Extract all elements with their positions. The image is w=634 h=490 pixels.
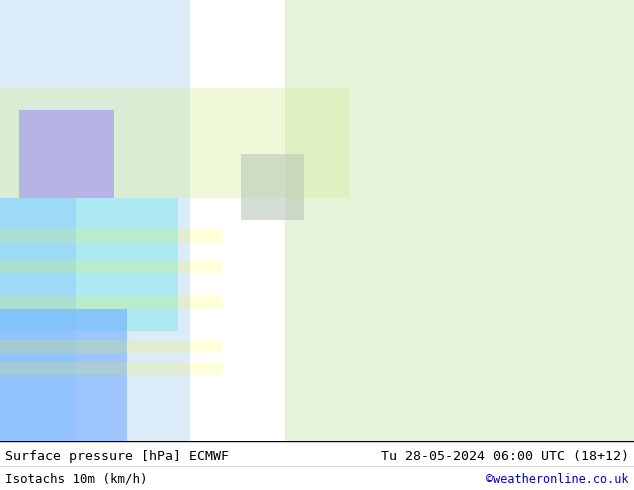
Text: ©weatheronline.co.uk: ©weatheronline.co.uk (486, 473, 629, 486)
Bar (0, 229, 222, 243)
Bar (241, 154, 304, 220)
Bar (285, 0, 634, 441)
Bar (0, 198, 178, 331)
Bar (0, 260, 222, 273)
Bar (0, 0, 190, 441)
Bar (0, 198, 76, 441)
Bar (0, 88, 349, 198)
Text: Tu 28-05-2024 06:00 UTC (18+12): Tu 28-05-2024 06:00 UTC (18+12) (381, 450, 629, 463)
Text: Surface pressure [hPa] ECMWF: Surface pressure [hPa] ECMWF (5, 450, 229, 463)
Bar (0, 295, 222, 309)
Bar (0, 309, 127, 441)
Bar (0, 362, 222, 375)
Bar (0, 340, 222, 353)
Bar (19, 110, 114, 198)
Text: Isotachs 10m (km/h): Isotachs 10m (km/h) (5, 473, 148, 486)
